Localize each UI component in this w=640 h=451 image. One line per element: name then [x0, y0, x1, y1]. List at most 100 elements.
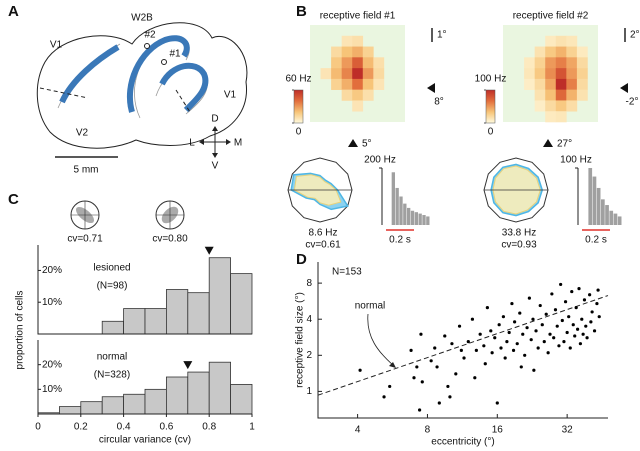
point: [499, 346, 503, 350]
psth-bar: [588, 168, 593, 225]
colorbar-label: 100 Hz: [475, 74, 507, 85]
heat-cell: [341, 57, 353, 69]
y-tick-label: 10%: [42, 384, 62, 395]
x-tick-label: 0: [35, 422, 41, 433]
x-tick-label: 0.8: [202, 422, 216, 433]
point: [544, 312, 548, 316]
point: [588, 293, 592, 297]
heat-cell: [566, 57, 578, 69]
point: [415, 365, 419, 369]
heat-cell: [331, 46, 342, 58]
y-tick-label: 2: [306, 350, 312, 361]
y-tick-label: 20%: [42, 359, 62, 370]
point: [503, 356, 507, 360]
histogram-bar: [144, 388, 167, 415]
point: [446, 384, 450, 389]
time-label: 0.2 s: [585, 235, 607, 246]
position-label: -2°: [626, 97, 639, 108]
annotation: N=153: [332, 267, 362, 278]
point: [590, 310, 594, 314]
slice-title: W2B: [131, 13, 153, 24]
panel-label: C: [8, 191, 19, 208]
point: [501, 315, 506, 319]
rate-label: 8.6 Hz: [309, 228, 338, 239]
site-label: #2: [144, 30, 156, 41]
x-tick-label: 0.4: [117, 422, 131, 433]
heat-cell: [555, 68, 567, 80]
histogram: 10% 20% lesioned (N=98): [37, 245, 253, 335]
heat-cell: [566, 68, 578, 80]
x-tick-label: 16: [492, 425, 504, 436]
psth-bar: [410, 210, 415, 225]
point: [568, 346, 572, 350]
polar-axes: [156, 201, 184, 229]
axis: [317, 262, 608, 419]
colorbar: [485, 89, 496, 124]
point: [531, 317, 535, 321]
point: [555, 324, 559, 328]
area-label: V2: [76, 128, 89, 139]
point: [485, 305, 489, 310]
point: [527, 296, 531, 300]
heat-cell: [566, 46, 578, 58]
heat-cell: [545, 100, 557, 112]
heat-cell: [534, 46, 546, 58]
point: [576, 327, 580, 331]
point: [577, 287, 581, 291]
psth-bar: [601, 199, 605, 225]
psth-bar: [617, 216, 622, 225]
area-label: V1: [224, 90, 237, 101]
heat-cell: [576, 89, 588, 101]
psth-bar: [403, 203, 407, 225]
cv-label: cv=0.93: [501, 240, 537, 251]
point: [574, 305, 578, 310]
point: [519, 365, 523, 369]
slice-outline: [36, 22, 248, 149]
point: [552, 336, 556, 340]
point: [562, 340, 566, 344]
heat-cell: [352, 68, 364, 80]
heat-cell: [545, 68, 557, 80]
point: [505, 340, 509, 344]
point: [592, 329, 597, 333]
heat-cell: [534, 68, 546, 80]
heat-cell: [545, 57, 557, 69]
heat-cell: [524, 78, 535, 90]
point: [382, 395, 386, 399]
y-tick-label: 1: [306, 386, 312, 397]
point: [482, 344, 486, 348]
heatmap-title: receptive field #1: [320, 11, 396, 22]
histogram-bar: [144, 308, 167, 335]
heat-cell: [555, 78, 567, 90]
scale-label: 2°: [630, 30, 640, 41]
psth-bar: [407, 207, 411, 225]
heat-cell: [331, 78, 342, 90]
position-marker: [620, 83, 628, 93]
position-label: 8°: [434, 97, 444, 108]
heat-cell: [373, 78, 385, 90]
psth-bar: [395, 187, 399, 225]
point: [559, 282, 563, 287]
scale-label: 1°: [437, 30, 447, 41]
group-label: lesioned: [93, 263, 130, 274]
point: [478, 332, 482, 336]
heat-cell: [566, 78, 578, 90]
heat-cell: [555, 111, 567, 123]
axis: [37, 245, 252, 335]
point: [409, 348, 413, 352]
position-label: 5°: [362, 139, 372, 150]
panel-label: B: [296, 3, 307, 20]
histogram-bar: [187, 292, 210, 335]
point: [542, 340, 546, 344]
heat-cell: [362, 68, 374, 80]
psth-bar: [426, 216, 430, 225]
fit-arrow: [367, 313, 395, 367]
site-label: #1: [169, 49, 181, 60]
psth: 200 Hz 0.2 s: [364, 155, 430, 246]
point: [567, 315, 571, 319]
group-n: (N=328): [94, 370, 130, 381]
point: [548, 332, 552, 336]
heat-cell: [555, 89, 567, 101]
heatmap-title: receptive field #2: [513, 11, 589, 22]
